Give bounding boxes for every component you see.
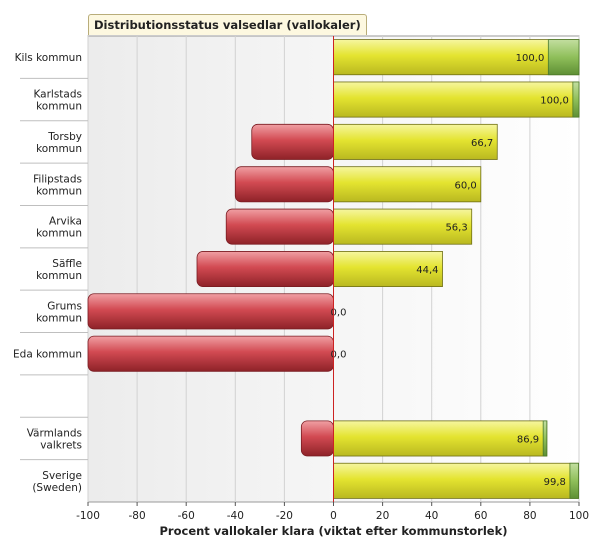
bar-not-ready	[196, 251, 334, 287]
bar-ready	[333, 251, 443, 287]
data-label: 60,0	[455, 180, 477, 191]
category-label: Grums	[47, 300, 82, 312]
category-label: kommun	[36, 312, 82, 324]
bar-ready	[333, 462, 579, 499]
category-label: kommun	[36, 228, 82, 240]
bar-not-ready	[87, 293, 334, 330]
category-label: kommun	[36, 270, 82, 282]
bar-ready	[333, 123, 498, 160]
data-label: 66,7	[471, 138, 493, 149]
bar-not-ready	[87, 335, 334, 372]
category-label: Värmlands	[27, 427, 82, 439]
category-label: (Sweden)	[32, 482, 82, 494]
category-label: kommun	[36, 101, 82, 113]
bar-ready-extra	[572, 81, 580, 118]
category-label: kommun	[36, 185, 82, 197]
bar-ready	[333, 420, 548, 457]
x-tick-label: -100	[76, 510, 100, 522]
category-label: Arvika	[49, 216, 82, 228]
x-tick-label: 20	[376, 510, 389, 522]
x-tick-label: 60	[474, 510, 487, 522]
x-tick-label: -20	[276, 510, 293, 522]
bar-not-ready	[300, 420, 334, 457]
x-tick-label: -60	[178, 510, 195, 522]
bar-ready	[333, 166, 482, 203]
x-tick-label: -80	[129, 510, 146, 522]
bar-ready	[333, 39, 580, 76]
bar-not-ready	[225, 208, 334, 245]
x-axis-title: Procent vallokaler klara (viktat efter k…	[160, 524, 508, 538]
category-label: Filipstads	[33, 173, 82, 185]
category-label: Eda kommun	[13, 349, 82, 361]
data-label: 100,0	[516, 53, 545, 64]
x-tick-label: 100	[569, 510, 589, 522]
bar-not-ready	[234, 166, 334, 203]
chart-title: Distributionsstatus valsedlar (vallokale…	[88, 14, 367, 35]
x-tick-label: -40	[227, 510, 244, 522]
category-label: valkrets	[40, 439, 82, 451]
bar-ready-extra	[547, 39, 580, 76]
category-label: Sverige	[42, 470, 82, 482]
category-label: Torsby	[47, 131, 82, 143]
data-label: 56,3	[445, 223, 467, 234]
data-label: 99,8	[544, 477, 566, 488]
data-label: 0,0	[331, 350, 347, 361]
data-label: 86,9	[517, 434, 539, 445]
x-tick-label: 40	[425, 510, 438, 522]
category-label: kommun	[36, 143, 82, 155]
category-label: Karlstads	[33, 89, 82, 101]
data-label: 100,0	[540, 96, 569, 107]
bar-ready-extra	[542, 420, 548, 457]
bar-ready-extra	[569, 462, 579, 499]
data-label: 0,0	[331, 307, 347, 318]
category-label: Säffle	[52, 258, 82, 270]
x-tick-label: 80	[523, 510, 536, 522]
bar-ready	[333, 81, 580, 118]
data-label: 44,4	[416, 265, 438, 276]
category-label: Kils kommun	[15, 52, 82, 64]
bar-not-ready	[251, 123, 334, 160]
x-tick-label: 0	[330, 510, 337, 522]
